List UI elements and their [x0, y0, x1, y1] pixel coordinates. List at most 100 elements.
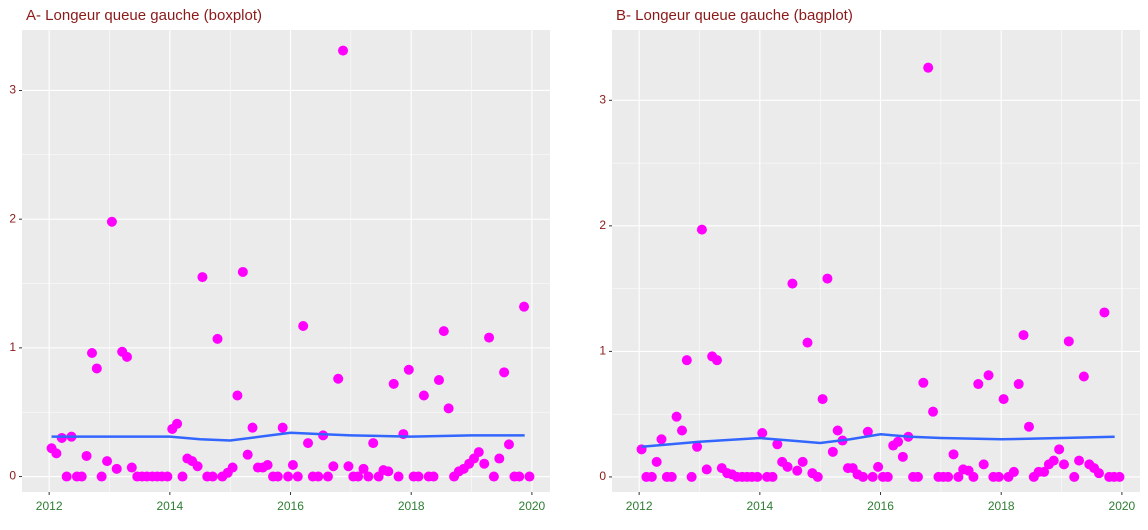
point: [292, 471, 303, 482]
point: [514, 471, 525, 482]
point: [177, 471, 188, 482]
point: [524, 471, 535, 482]
point: [666, 471, 677, 482]
point: [646, 471, 657, 482]
point: [383, 466, 394, 477]
point: [353, 471, 364, 482]
point: [388, 378, 399, 389]
point: [287, 459, 298, 470]
point: [519, 301, 530, 312]
y-tick-label: 2: [599, 218, 606, 232]
point: [696, 224, 707, 235]
point: [918, 377, 929, 388]
point: [983, 370, 994, 381]
point: [968, 471, 979, 482]
point: [1054, 444, 1065, 455]
point: [757, 427, 768, 438]
point: [438, 326, 449, 337]
point: [237, 266, 248, 277]
point: [126, 462, 137, 473]
point: [767, 471, 778, 482]
point: [787, 278, 798, 289]
point: [651, 456, 662, 467]
point: [503, 439, 514, 450]
chart-title: A- Longeur queue gauche (boxplot): [26, 7, 262, 24]
point: [711, 355, 722, 366]
point: [1058, 459, 1069, 470]
point: [1018, 330, 1029, 341]
point: [923, 62, 934, 73]
x-tick-label: 2018: [988, 499, 1015, 513]
point: [686, 471, 697, 482]
point: [772, 439, 783, 450]
point: [943, 471, 954, 482]
y-tick-label: 2: [9, 211, 16, 225]
point: [1048, 455, 1059, 466]
point: [358, 463, 369, 474]
point: [368, 438, 379, 449]
point: [338, 45, 349, 56]
point: [998, 394, 1009, 405]
point: [827, 446, 838, 457]
point: [443, 403, 454, 414]
x-tick-label: 2016: [277, 499, 304, 513]
point: [948, 449, 959, 460]
x-tick-label: 2016: [867, 499, 894, 513]
point: [172, 418, 183, 429]
x-tick-label: 2018: [398, 499, 425, 513]
point: [862, 426, 873, 437]
point: [993, 471, 1004, 482]
point: [792, 465, 803, 476]
x-tick-label: 2012: [36, 499, 63, 513]
point: [912, 471, 923, 482]
point: [303, 438, 314, 449]
point: [418, 390, 429, 401]
x-tick-label: 2014: [156, 499, 183, 513]
point: [91, 363, 102, 374]
point: [928, 406, 939, 417]
point: [322, 471, 333, 482]
point: [1093, 468, 1104, 479]
point: [1114, 471, 1125, 482]
point: [363, 471, 374, 482]
point: [227, 462, 238, 473]
point: [343, 461, 354, 472]
point: [1008, 466, 1019, 477]
point: [978, 459, 989, 470]
point: [1023, 421, 1034, 432]
y-tick-label: 1: [9, 340, 16, 354]
point: [81, 450, 92, 461]
point: [973, 379, 984, 390]
chart-title: B- Longeur queue gauche (bagplot): [616, 7, 853, 24]
point: [484, 332, 495, 343]
point: [328, 461, 339, 472]
point: [242, 449, 253, 460]
plot-background: [22, 30, 550, 492]
point: [1069, 471, 1080, 482]
point: [212, 333, 223, 344]
point: [96, 471, 107, 482]
y-tick-label: 3: [599, 92, 606, 106]
point: [272, 471, 283, 482]
point: [897, 451, 908, 462]
point: [333, 373, 344, 384]
point: [893, 436, 904, 447]
trend-line: [641, 432, 1115, 449]
point: [56, 432, 67, 443]
point: [313, 471, 324, 482]
point: [1074, 455, 1085, 466]
point: [298, 320, 309, 331]
point: [681, 355, 692, 366]
point: [812, 471, 823, 482]
point: [162, 471, 173, 482]
point: [262, 459, 273, 470]
y-tick-label: 3: [9, 83, 16, 97]
x-tick-label: 2020: [519, 499, 546, 513]
trend-line: [51, 431, 525, 442]
point: [1078, 371, 1089, 382]
point: [817, 394, 828, 405]
point: [656, 434, 667, 445]
point: [247, 422, 258, 433]
point: [403, 364, 414, 375]
point: [86, 348, 97, 359]
